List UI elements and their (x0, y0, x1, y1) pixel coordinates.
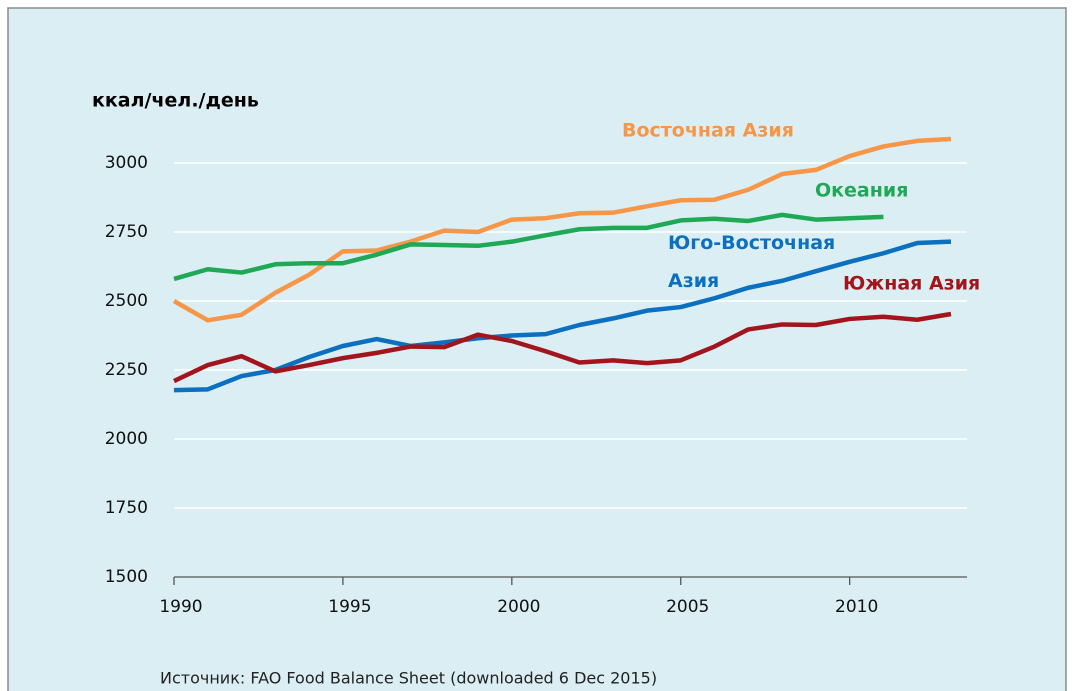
x-tick-label: 2010 (835, 597, 878, 617)
y-tick-label: 1750 (105, 498, 148, 518)
series-label: Океания (815, 180, 908, 202)
series-label-line: Юго-Восточная (668, 232, 835, 254)
source-note: Источник: FAO Food Balance Sheet (downlo… (160, 669, 657, 688)
series-line (172, 136, 952, 323)
series-line (173, 311, 952, 384)
x-tick-label: 2000 (497, 597, 540, 617)
y-tick-label: 2750 (105, 222, 148, 242)
y-tick-label: 2000 (105, 429, 148, 449)
y-tick-label: 1500 (105, 567, 148, 587)
x-tick-label: 1995 (328, 597, 371, 617)
series-line (173, 239, 952, 393)
series-label: Юго-Восточная Азия (668, 232, 835, 292)
y-tick-label: 3000 (105, 153, 148, 173)
y-axis-title: ккал/чел./день (92, 90, 259, 112)
y-tick-label: 2250 (105, 360, 148, 380)
series-line (173, 212, 884, 282)
series-label: Южная Азия (843, 273, 980, 295)
x-tick-label: 2005 (666, 597, 709, 617)
x-tick-label: 1990 (159, 597, 202, 617)
y-tick-label: 2500 (105, 291, 148, 311)
series-label-line: Азия (668, 270, 719, 292)
series-label: Восточная Азия (622, 120, 794, 142)
